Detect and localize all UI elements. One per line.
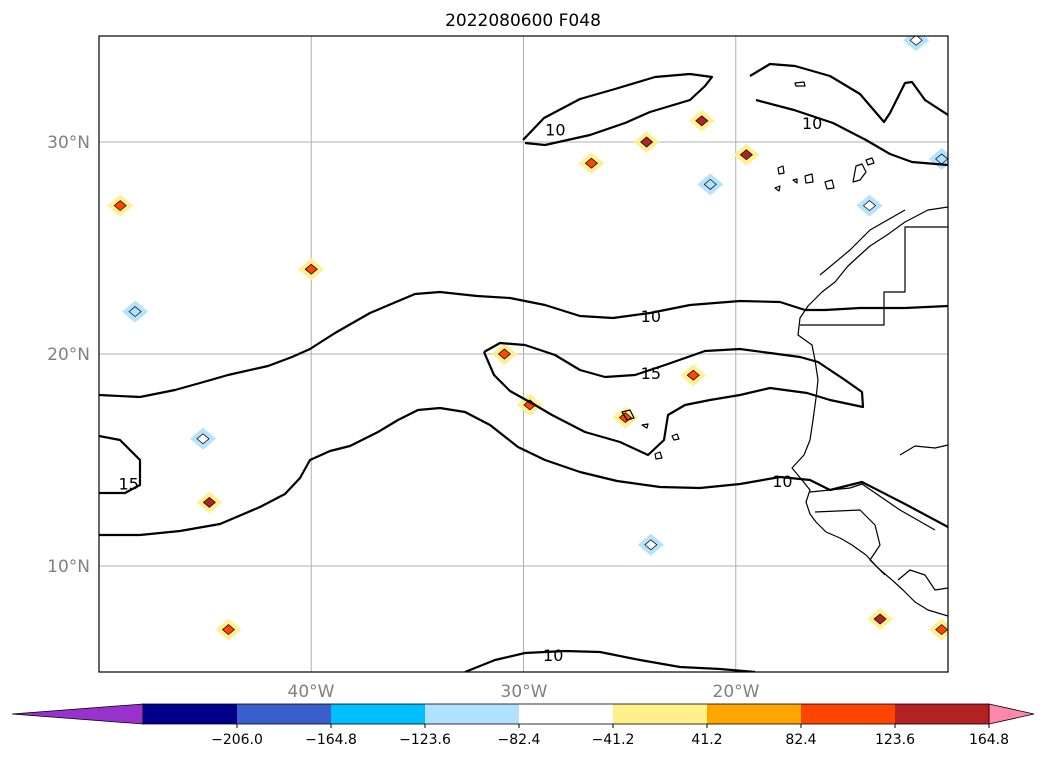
anomaly-patch-19 [867, 608, 894, 630]
contour-label-6: 10 [543, 646, 563, 665]
colorbar-tick-label-0: −206.0 [211, 732, 263, 748]
coastlines-and-borders [621, 81, 948, 617]
anomaly-patch-13 [688, 109, 715, 132]
morocco-border [819, 209, 906, 276]
canary-island-1 [777, 165, 785, 175]
cape-verde-island-2 [641, 423, 649, 429]
canary-island-6 [792, 178, 798, 184]
anomaly-patch-3 [190, 427, 217, 450]
colorbar-swatch-5 [613, 704, 708, 724]
contour-15-westcell [99, 434, 142, 495]
colorbar-swatch-3 [425, 704, 520, 724]
mali-border [899, 444, 948, 456]
contour-label-1: 10 [802, 114, 822, 133]
colorbar-tick-label-4: −41.2 [592, 732, 635, 748]
lat-tick-label-30n: 30°N [47, 133, 90, 153]
anomaly-patch-4 [196, 491, 223, 514]
anomaly-patch-12 [633, 131, 660, 153]
colorbar-tick-label-3: −82.4 [498, 732, 541, 748]
colorbar-tick-label-1: −164.8 [305, 732, 357, 748]
senegal-border [809, 483, 936, 531]
map-frame [98, 35, 949, 673]
madeira-island [794, 81, 806, 87]
lon-tick-label-30w: 30°W [501, 682, 548, 702]
colorbar-swatch-6 [707, 704, 802, 724]
cape-verde-island-1 [621, 409, 635, 421]
anomaly-patch-18 [903, 36, 930, 52]
anomaly-patch-2 [122, 300, 149, 323]
anomaly-patch-11 [578, 152, 605, 175]
canary-island-2 [804, 173, 814, 184]
colorbar-tick-label-7: 123.6 [875, 732, 915, 748]
anomaly-patch-14 [733, 143, 760, 166]
contour-label-4: 15 [119, 474, 139, 493]
canary-island-4 [852, 163, 867, 183]
canary-island-7 [774, 185, 781, 192]
colorbar: −206.0 −164.8 −123.6 −82.4 −41.2 41.2 82.4 123.… [11, 703, 1035, 748]
chart-title: 2022080600 F048 [445, 11, 601, 31]
colorbar-swatch-4 [519, 704, 614, 724]
contour-label-2: 10 [641, 307, 661, 326]
thickness-contours [99, 62, 948, 672]
cape-verde-island-4 [654, 451, 663, 460]
sierra-leone-border [897, 569, 948, 591]
anomaly-patch-1 [298, 258, 325, 281]
lat-tick-label-20n: 20°N [47, 345, 90, 365]
canary-island-5 [865, 157, 875, 166]
contour-10-central [99, 290, 948, 399]
map-gridlines [99, 36, 948, 672]
colorbar-tick-label-8: 164.8 [969, 732, 1009, 748]
anomaly-patch-6 [491, 343, 518, 365]
colorbar-swatch-0 [143, 704, 238, 724]
lon-tick-label-20w: 20°W [713, 682, 760, 702]
anomaly-patch-9 [680, 364, 707, 387]
colorbar-swatch-2 [331, 704, 426, 724]
contour-10-northeast [749, 62, 948, 167]
colorbar-swatch-7 [801, 704, 896, 724]
colorbar-tick-label-2: −123.6 [399, 732, 451, 748]
canary-island-3 [824, 179, 835, 190]
contour-10-north-cell [522, 72, 714, 147]
colorbar-over-extension [988, 703, 1035, 725]
contour-15-south [99, 406, 948, 537]
anomaly-patch-5 [215, 618, 242, 641]
anomaly-patch-16 [856, 194, 883, 217]
anomaly-patch-0 [107, 194, 134, 217]
colorbar-tick-label-6: 82.4 [785, 732, 816, 748]
colorbar-swatch-8 [895, 704, 990, 724]
lon-tick-label-40w: 40°W [288, 682, 335, 702]
cape-verde-island-3 [671, 433, 680, 441]
anomaly-patch-15 [697, 173, 724, 196]
contour-15-central [482, 341, 865, 457]
mauritania-border [800, 226, 948, 326]
contour-label-0: 10 [545, 120, 565, 139]
colorbar-under-extension [11, 703, 144, 725]
contour-10-bottom [464, 649, 756, 672]
lat-tick-label-10n: 10°N [47, 557, 90, 577]
contour-label-3: 15 [641, 364, 661, 383]
guinea-border [814, 509, 886, 576]
contour-labels: 10 10 10 15 15 10 10 [119, 114, 823, 665]
colorbar-tick-label-5: 41.2 [691, 732, 722, 748]
colorbar-outline [142, 703, 990, 725]
anomaly-patch-10 [637, 533, 664, 556]
contour-label-5: 10 [772, 472, 792, 491]
colorbar-swatch-1 [237, 704, 332, 724]
